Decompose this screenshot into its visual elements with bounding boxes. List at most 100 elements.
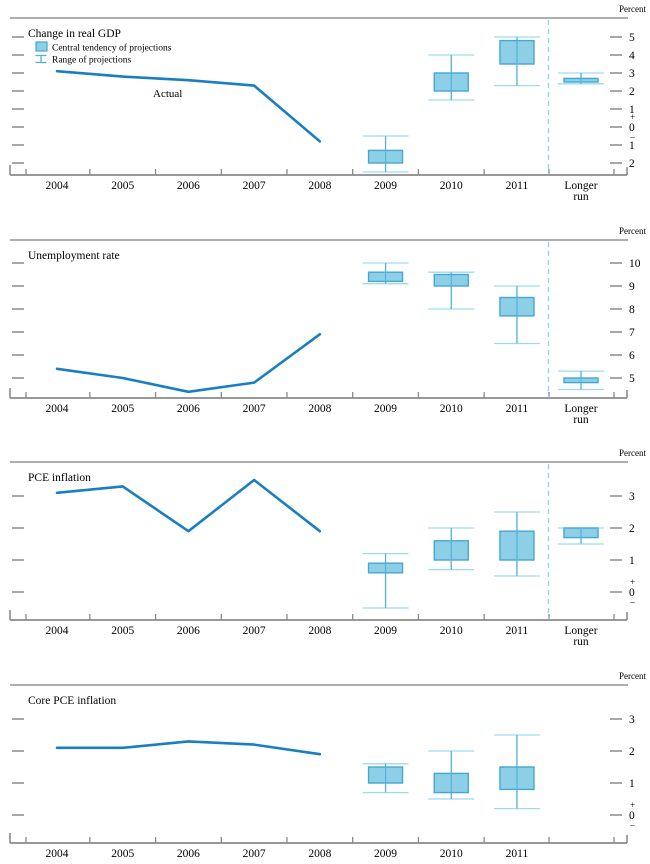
- right-tick-label: 6: [629, 350, 635, 362]
- x-label-year: 2008: [308, 180, 331, 192]
- projection-core-pce-inflation-2009: [362, 763, 409, 794]
- plus-sign-label: +: [630, 112, 635, 122]
- x-label-year: 2011: [506, 180, 529, 192]
- x-label-year: 2005: [111, 180, 134, 192]
- x-label-year: 2008: [308, 403, 331, 415]
- right-tick-label: 8: [629, 304, 635, 316]
- actual-line-annotation: Actual: [153, 88, 182, 100]
- right-tick-label: 3: [629, 68, 635, 80]
- x-label-year: 2010: [440, 848, 463, 860]
- x-label-longer-run: Longer: [564, 625, 597, 637]
- x-label-year: 2007: [243, 403, 266, 415]
- x-label-year: 2011: [506, 848, 529, 860]
- x-label-year: 2011: [506, 625, 529, 637]
- x-label-year: 2009: [374, 625, 397, 637]
- x-label-year: 2004: [46, 180, 69, 192]
- plus-sign-label: +: [630, 800, 635, 810]
- projection-pce-inflation-2009: [362, 552, 409, 609]
- projection-pce-inflation-2010: [428, 527, 475, 571]
- x-label-year: 2009: [374, 403, 397, 415]
- x-label-year: 2005: [111, 625, 134, 637]
- projection-change-in-real-gdp-2010: [428, 54, 475, 101]
- x-label-year: 2011: [506, 403, 529, 415]
- x-label-year: 2008: [308, 625, 331, 637]
- x-label-year: 2006: [177, 848, 200, 860]
- legend-range-label: Range of projections: [52, 55, 131, 66]
- minus-sign-label: –: [629, 132, 635, 142]
- x-label-year: 2007: [243, 180, 266, 192]
- x-label-year: 2006: [177, 180, 200, 192]
- x-label-year: 2010: [440, 625, 463, 637]
- projection-change-in-real-gdp-2009: [362, 135, 409, 173]
- legend-central-tendency-swatch: [35, 41, 48, 52]
- right-tick-label: 1: [629, 555, 635, 567]
- panel-pce-inflation: Percent 3 2 1 0+ – 2004 2005 2006 2007 2008 2009 201…: [9, 448, 646, 648]
- x-label-year: 2004: [46, 848, 69, 860]
- legend-central-tendency-label: Central tendency of projections: [52, 43, 172, 54]
- x-label-longer-run: run: [573, 414, 589, 426]
- right-tick-label: 2: [629, 746, 635, 758]
- panel-title: PCE inflation: [28, 472, 91, 484]
- right-tick-label: 3: [629, 714, 635, 726]
- projection-core-pce-inflation-2010: [428, 750, 475, 800]
- right-tick-label: 2: [629, 86, 635, 98]
- x-label-longer-run: run: [573, 636, 589, 648]
- projection-change-in-real-gdp-longer-run: [558, 72, 604, 85]
- right-tick-label: 0: [629, 122, 635, 134]
- percent-axis-label: Percent: [619, 4, 646, 14]
- right-tick-label: 1: [629, 778, 635, 790]
- right-tick-label: 5: [629, 373, 635, 385]
- panel-title: Core PCE inflation: [28, 695, 116, 707]
- right-tick-label: 2: [629, 523, 635, 535]
- right-tick-label: 4: [629, 50, 635, 62]
- x-label-longer-run: Longer: [564, 180, 597, 192]
- x-label-year: 2007: [243, 625, 266, 637]
- right-tick-label: 3: [629, 491, 635, 503]
- projection-unemployment-rate-2011: [493, 285, 540, 345]
- x-label-year: 2006: [177, 625, 200, 637]
- minus-sign-label: –: [629, 820, 635, 830]
- projection-pce-inflation-2011: [493, 511, 540, 577]
- right-tick-label: 0: [629, 587, 635, 599]
- panel-title: Unemployment rate: [28, 250, 120, 262]
- right-tick-label: 5: [629, 32, 635, 44]
- right-tick-label: 0: [629, 810, 635, 822]
- projection-unemployment-rate-longer-run: [558, 370, 604, 391]
- actual-line: [55, 740, 322, 756]
- plus-sign-label: +: [630, 577, 635, 587]
- x-label-year: 2009: [374, 180, 397, 192]
- x-label-year: 2004: [46, 403, 69, 415]
- projection-unemployment-rate-2009: [362, 262, 409, 285]
- right-tick-label: 1: [629, 140, 635, 152]
- panel-core-pce-inflation: Percent 3 2 1 0+ – 2004 2005 2006 2007 2008 2009 201…: [9, 671, 646, 860]
- x-label-year: 2007: [243, 848, 266, 860]
- x-label-year: 2004: [46, 625, 69, 637]
- projection-pce-inflation-longer-run: [558, 527, 604, 545]
- right-tick-label: 10: [629, 258, 641, 270]
- x-label-year: 2010: [440, 403, 463, 415]
- x-label-year: 2008: [308, 848, 331, 860]
- x-label-year: 2009: [374, 848, 397, 860]
- projection-unemployment-rate-2010: [428, 271, 475, 310]
- projection-change-in-real-gdp-2011: [493, 36, 540, 87]
- right-tick-label: 2: [629, 158, 635, 170]
- minus-sign-label: –: [629, 597, 635, 607]
- right-tick-label: 7: [629, 327, 635, 339]
- x-label-longer-run: run: [573, 191, 589, 203]
- percent-axis-label: Percent: [619, 671, 646, 681]
- actual-line: [55, 69, 322, 143]
- panel-change-in-real-gdp: Percent 5 4 3 2 1 0 1 2 + – 2004 2005 2006 2007 2008 200…: [9, 4, 646, 203]
- right-tick-label: 9: [629, 281, 635, 293]
- x-label-year: 2005: [111, 848, 134, 860]
- actual-line: [55, 332, 322, 394]
- x-label-longer-run: Longer: [564, 403, 597, 415]
- percent-axis-label: Percent: [619, 226, 646, 236]
- panel-title: Change in real GDP: [28, 28, 121, 40]
- panel-unemployment-rate: Percent 10 9 8 7 6 5 2004 2005 2006 2007 2008 2009 20…: [9, 226, 646, 426]
- x-label-year: 2005: [111, 403, 134, 415]
- percent-axis-label: Percent: [619, 448, 646, 458]
- projection-core-pce-inflation-2011: [493, 734, 540, 810]
